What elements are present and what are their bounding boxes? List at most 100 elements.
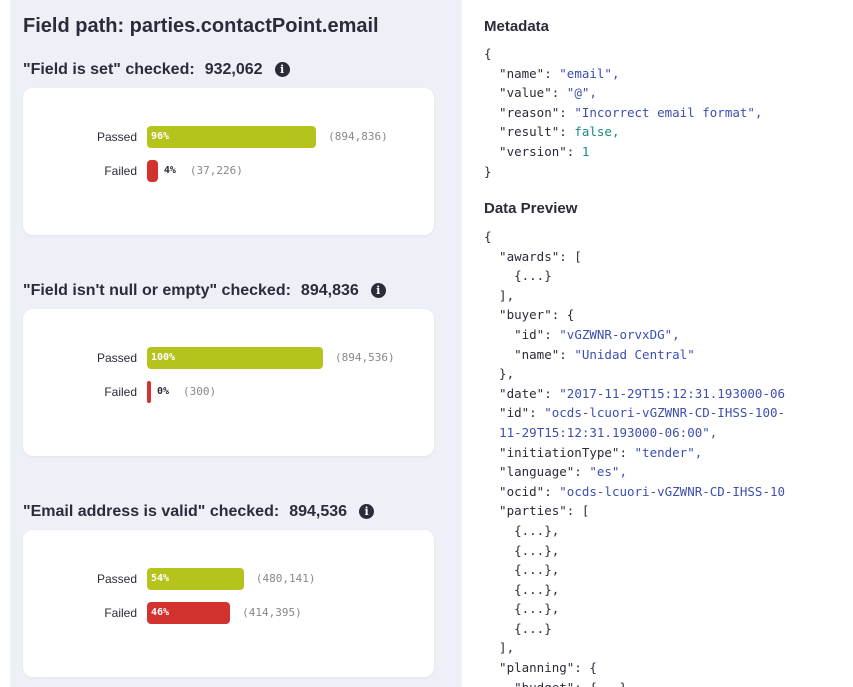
info-icon: i [359, 504, 375, 519]
check-count: 932,062 [204, 61, 263, 78]
code-key: {...}, [484, 542, 560, 558]
code-key: "version": [484, 143, 582, 159]
check-count: 894,536 [289, 503, 348, 520]
check-title: "Field isn't null or empty" checked: [23, 282, 291, 299]
check-heading: "Email address is valid" checked: 894,536… [23, 498, 435, 526]
code-line: "result": false, [484, 122, 762, 142]
code-key: {...}, [484, 601, 560, 617]
info-icon: i [274, 62, 290, 77]
code-line: ], [484, 286, 785, 306]
check-title: "Email address is valid" checked: [23, 503, 280, 520]
code-key: "date": [484, 385, 560, 401]
code-key: ], [484, 640, 515, 656]
title: Field path: parties.contactPoint.email [23, 15, 379, 37]
code-line: "initiationType": "tender", [484, 443, 785, 463]
percent-label: 54% [151, 573, 170, 584]
code-line: {...}, [484, 541, 785, 561]
code-line: {...}, [484, 580, 785, 600]
percent-label: 46% [151, 607, 170, 618]
code-line: "language": "es", [484, 462, 785, 482]
code-value: "tender", [634, 444, 703, 460]
code-key: {...}, [484, 522, 560, 538]
check-title: "Field is set" checked: [23, 61, 195, 78]
code-line: "budget": {...}, [484, 678, 785, 687]
code-line: ], [484, 638, 785, 658]
code-value: "@", [566, 85, 597, 101]
code-line: "name": "Unidad Central" [484, 345, 785, 365]
code-line: "name": "email", [484, 64, 762, 84]
code-value: 1 [581, 143, 590, 159]
code-line: "date": "2017-11-29T15:12:31.193000-06:0… [484, 384, 785, 404]
code-line: "reason": "Incorrect email format", [484, 103, 762, 123]
code-key: {...} [484, 268, 552, 284]
code-key: "reason": [484, 104, 575, 120]
percent-label: 4% [163, 165, 176, 176]
code-line: "awards": [ [484, 247, 785, 267]
code-key: "buyer": { [484, 307, 575, 323]
row-count: (480,141) [255, 572, 316, 585]
bar [147, 602, 231, 624]
code-key: "budget": {...}, [484, 680, 634, 687]
code-key: "parties": [ [484, 503, 590, 519]
row-label: Failed [104, 606, 137, 620]
code-key: "initiationType": [484, 444, 635, 460]
code-key: "name": [484, 65, 560, 81]
code-line: "value": "@", [484, 83, 762, 103]
row-count: (37,226) [189, 164, 243, 177]
code-value: "email", [559, 65, 620, 81]
bar [147, 568, 244, 590]
code-line: "planning": { [484, 658, 785, 678]
result-row: Passed 100% (894,536) [23, 347, 434, 369]
code-line: {...}, [484, 599, 785, 619]
preview-code: { "awards": [ {...} ], "buyer": { "id": … [484, 227, 785, 687]
code-key: { [484, 229, 492, 244]
code-line: "id": "vGZWNR-orvxDG", [484, 325, 785, 345]
code-key: "value": [484, 85, 567, 101]
code-line: {...} [484, 619, 785, 639]
bar [147, 347, 323, 369]
code-key: "language": [484, 464, 590, 480]
check-section: "Field is set" checked: 932,062 i Passed 96%… [23, 56, 435, 235]
code-line: { [484, 44, 762, 64]
code-value: "ocds-lcuori-vGZWNR-CD-IHSS-100", [559, 483, 785, 499]
check-heading: "Field isn't null or empty" checked: 894,… [23, 277, 435, 305]
code-key: {...} [484, 620, 552, 636]
row-label: Failed [104, 164, 137, 178]
bar [147, 381, 151, 403]
code-value: "Incorrect email format", [574, 104, 763, 120]
code-line: }, [484, 364, 785, 384]
row-label: Failed [104, 385, 137, 399]
code-line: "parties": [ [484, 501, 785, 521]
code-value: "Unidad Central" [574, 346, 695, 362]
percent-label: 96% [151, 131, 170, 142]
check-count: 894,836 [300, 282, 359, 299]
percent-label: 100% [151, 352, 176, 363]
code-line: 11-29T15:12:31.193000-06:00", [484, 423, 785, 443]
percent-label: 0% [157, 386, 170, 397]
code-key: { [484, 46, 492, 61]
row-count: (894,536) [335, 351, 395, 364]
code-key: "result": [484, 124, 575, 140]
code-value: false, [574, 124, 620, 140]
row-label: Passed [96, 130, 137, 144]
code-key: "planning": { [484, 660, 597, 676]
code-value: "2017-11-29T15:12:31.193000-06:00", [559, 385, 785, 401]
code-line: {...}, [484, 521, 785, 541]
result-card: Passed 96% (894,836) Failed 4% (37,226) [23, 88, 434, 235]
row-label: Passed [96, 572, 137, 586]
code-line: "version": 1 [484, 142, 762, 162]
right-panel: Metadata { "name": "email", "value": "@"… [484, 0, 785, 687]
metadata-code: { "name": "email", "value": "@", "reason… [484, 44, 762, 181]
code-value: 11-29T15:12:31.193000-06:00", [499, 424, 718, 440]
bar [147, 126, 317, 148]
code-key: {...}, [484, 562, 560, 578]
info-icon: i [370, 283, 386, 298]
metadata-heading: Metadata [484, 18, 550, 35]
code-value: "es", [589, 464, 627, 480]
code-line: { [484, 227, 785, 247]
code-line: "id": "ocds-lcuori-vGZWNR-CD-IHSS-100-20… [484, 403, 785, 423]
left-panel: Field path: parties.contactPoint.email "… [10, 0, 462, 687]
code-key: } [484, 163, 492, 179]
row-count: (894,836) [328, 130, 388, 143]
